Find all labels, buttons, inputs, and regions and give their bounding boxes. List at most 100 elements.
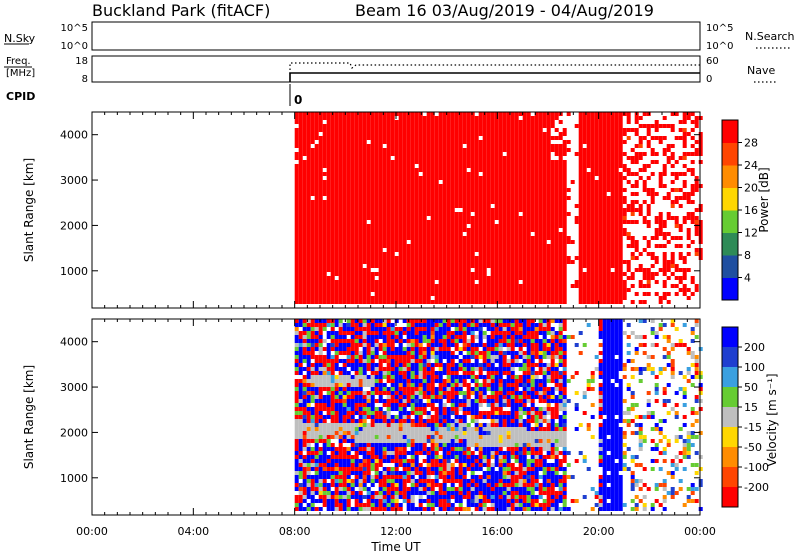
heatmap-cell — [354, 252, 359, 256]
heatmap-cell — [486, 244, 491, 248]
heatmap-cell — [490, 216, 495, 220]
heatmap-cell — [334, 407, 339, 411]
heatmap-cell — [330, 455, 335, 459]
heatmap-cell — [438, 188, 443, 192]
heatmap-cell — [394, 192, 399, 196]
heatmap-cell — [358, 288, 363, 292]
heatmap-cell — [502, 244, 507, 248]
heatmap-cell — [342, 212, 347, 216]
heatmap-cell — [346, 284, 351, 288]
heatmap-cell — [382, 236, 387, 240]
heatmap-cell — [522, 204, 527, 208]
heatmap-cell — [670, 216, 675, 220]
heatmap-cell — [346, 503, 351, 507]
heatmap-cell — [294, 136, 299, 140]
heatmap-cell — [310, 208, 315, 212]
heatmap-cell — [310, 152, 315, 156]
heatmap-cell — [298, 180, 303, 184]
heatmap-cell — [354, 323, 359, 327]
heatmap-cell — [490, 200, 495, 204]
heatmap-cell — [462, 212, 467, 216]
heatmap-cell — [498, 276, 503, 280]
heatmap-cell — [406, 144, 411, 148]
heatmap-cell — [306, 240, 311, 244]
heatmap-cell — [482, 260, 487, 264]
heatmap-cell — [694, 120, 699, 124]
heatmap-cell — [370, 184, 375, 188]
heatmap-cell — [546, 192, 551, 196]
heatmap-cell — [522, 152, 527, 156]
heatmap-cell — [326, 391, 331, 395]
heatmap-cell — [610, 272, 615, 276]
heatmap-cell — [342, 244, 347, 248]
heatmap-cell — [606, 276, 611, 280]
heatmap-cell — [310, 435, 315, 439]
heatmap-cell — [382, 128, 387, 132]
heatmap-cell — [678, 128, 683, 132]
heatmap-cell — [410, 268, 415, 272]
heatmap-cell — [610, 296, 615, 300]
heatmap-cell — [342, 260, 347, 264]
heatmap-cell — [382, 152, 387, 156]
heatmap-cell — [422, 236, 427, 240]
heatmap-cell — [314, 395, 319, 399]
heatmap-cell — [350, 435, 355, 439]
heatmap-cell — [606, 240, 611, 244]
heatmap-cell — [502, 196, 507, 200]
heatmap-cell — [318, 431, 323, 435]
heatmap-cell — [446, 192, 451, 196]
heatmap-cell — [610, 180, 615, 184]
heatmap-cell — [686, 116, 691, 120]
heatmap-cell — [538, 232, 543, 236]
heatmap-cell — [594, 132, 599, 136]
heatmap-cell — [346, 264, 351, 268]
heatmap-cell — [306, 447, 311, 451]
heatmap-cell — [410, 148, 415, 152]
heatmap-cell — [322, 248, 327, 252]
heatmap-cell — [646, 272, 651, 276]
heatmap-cell — [434, 236, 439, 240]
heatmap-cell — [310, 507, 315, 511]
heatmap-cell — [498, 268, 503, 272]
heatmap-cell — [402, 152, 407, 156]
heatmap-cell — [386, 232, 391, 236]
heatmap-cell — [334, 280, 339, 284]
heatmap-cell — [394, 212, 399, 216]
heatmap-cell — [598, 116, 603, 120]
heatmap-cell — [466, 180, 471, 184]
heatmap-cell — [670, 180, 675, 184]
heatmap-cell — [502, 268, 507, 272]
heatmap-cell — [586, 136, 591, 140]
heatmap-cell — [298, 467, 303, 471]
heatmap-cell — [306, 475, 311, 479]
heatmap-cell — [510, 272, 515, 276]
heatmap-cell — [330, 491, 335, 495]
heatmap-cell — [682, 196, 687, 200]
heatmap-cell — [606, 200, 611, 204]
heatmap-cell — [518, 228, 523, 232]
heatmap-cell — [318, 475, 323, 479]
heatmap-cell — [486, 296, 491, 300]
heatmap-cell — [342, 124, 347, 128]
heatmap-cell — [370, 288, 375, 292]
heatmap-cell — [350, 148, 355, 152]
heatmap-cell — [502, 248, 507, 252]
heatmap-cell — [694, 208, 699, 212]
heatmap-cell — [530, 244, 535, 248]
heatmap-cell — [338, 375, 343, 379]
heatmap-cell — [394, 184, 399, 188]
heatmap-cell — [586, 180, 591, 184]
heatmap-cell — [334, 323, 339, 327]
heatmap-cell — [294, 120, 299, 124]
heatmap-cell — [330, 244, 335, 248]
heatmap-cell — [394, 208, 399, 212]
heatmap-cell — [626, 268, 631, 272]
heatmap-cell — [586, 244, 591, 248]
heatmap-cell — [510, 216, 515, 220]
heatmap-cell — [314, 403, 319, 407]
heatmap-cell — [510, 256, 515, 260]
heatmap-cell — [494, 284, 499, 288]
heatmap-cell — [518, 172, 523, 176]
heatmap-cell — [374, 212, 379, 216]
heatmap-cell — [518, 292, 523, 296]
